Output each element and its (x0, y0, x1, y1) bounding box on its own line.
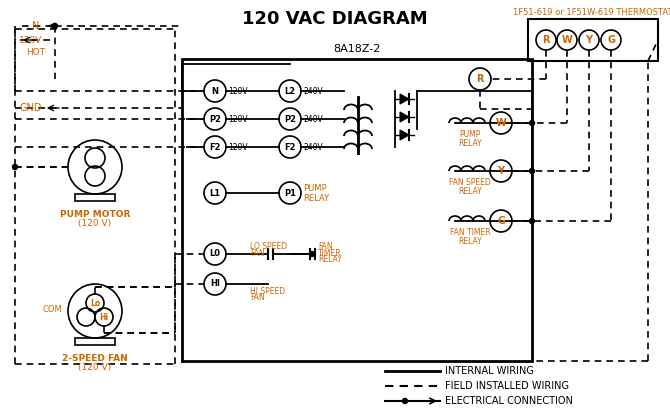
Text: FAN TIMER: FAN TIMER (450, 228, 490, 236)
Text: 240V: 240V (303, 142, 323, 152)
Text: 120V: 120V (228, 142, 248, 152)
Text: ELECTRICAL CONNECTION: ELECTRICAL CONNECTION (445, 396, 573, 406)
Circle shape (529, 121, 535, 126)
Polygon shape (400, 130, 409, 140)
Text: FAN: FAN (250, 248, 265, 258)
Text: HI SPEED: HI SPEED (250, 287, 285, 295)
Text: G: G (497, 216, 505, 226)
Text: N: N (32, 21, 40, 31)
Circle shape (52, 23, 58, 28)
Text: 120 VAC DIAGRAM: 120 VAC DIAGRAM (242, 10, 428, 28)
Bar (528, 19, 658, 61)
Circle shape (403, 398, 407, 403)
Text: Y: Y (498, 166, 505, 176)
Text: GND: GND (20, 103, 42, 113)
Text: RELAY: RELAY (318, 256, 342, 264)
Text: LO SPEED: LO SPEED (250, 241, 287, 251)
Text: R: R (476, 74, 484, 84)
Text: FAN: FAN (250, 293, 265, 303)
Text: N: N (212, 86, 218, 96)
Text: F2: F2 (284, 142, 295, 152)
Text: L1: L1 (210, 189, 220, 197)
Text: R: R (542, 35, 550, 45)
Bar (75, 194, 115, 201)
Text: RELAY: RELAY (458, 186, 482, 196)
Text: RELAY: RELAY (303, 194, 329, 202)
Text: Y: Y (586, 35, 592, 45)
Text: FIELD INSTALLED WIRING: FIELD INSTALLED WIRING (445, 381, 569, 391)
Text: L0: L0 (210, 249, 220, 259)
Circle shape (310, 251, 314, 256)
Text: 120V: 120V (228, 114, 248, 124)
Text: P2: P2 (284, 114, 296, 124)
Text: 120V: 120V (228, 86, 248, 96)
Text: F2: F2 (209, 142, 220, 152)
Circle shape (529, 168, 535, 173)
Text: 120V: 120V (19, 36, 42, 44)
Text: PUMP MOTOR: PUMP MOTOR (60, 210, 130, 219)
Text: 240V: 240V (303, 86, 323, 96)
Text: W: W (496, 118, 507, 128)
Text: P1: P1 (284, 189, 296, 197)
Polygon shape (400, 94, 409, 104)
Text: PUMP: PUMP (303, 184, 327, 192)
Text: 8A18Z-2: 8A18Z-2 (333, 44, 381, 54)
Text: Hi: Hi (99, 313, 109, 321)
Text: Lo: Lo (90, 298, 100, 308)
Text: L2: L2 (285, 86, 295, 96)
Text: 240V: 240V (303, 114, 323, 124)
Polygon shape (400, 112, 409, 122)
Text: RELAY: RELAY (458, 139, 482, 147)
Circle shape (13, 165, 17, 170)
Text: INTERNAL WIRING: INTERNAL WIRING (445, 366, 534, 376)
Text: FAN: FAN (318, 241, 332, 251)
Bar (182, 59, 532, 361)
Text: COM: COM (42, 305, 62, 313)
Text: 1F51-619 or 1F51W-619 THERMOSTAT: 1F51-619 or 1F51W-619 THERMOSTAT (513, 8, 670, 17)
Text: TIMER: TIMER (318, 248, 342, 258)
Text: 2-SPEED FAN: 2-SPEED FAN (62, 354, 128, 363)
Text: HOT: HOT (26, 47, 45, 57)
Text: RELAY: RELAY (458, 236, 482, 246)
Text: (120 V): (120 V) (78, 363, 112, 372)
Text: W: W (561, 35, 572, 45)
Circle shape (529, 218, 535, 223)
Text: FAN SPEED: FAN SPEED (449, 178, 491, 186)
Text: G: G (607, 35, 615, 45)
Text: PUMP: PUMP (460, 129, 480, 139)
Text: (120 V): (120 V) (78, 219, 112, 228)
Text: HI: HI (210, 279, 220, 289)
Text: P2: P2 (209, 114, 221, 124)
Bar (75, 338, 115, 345)
